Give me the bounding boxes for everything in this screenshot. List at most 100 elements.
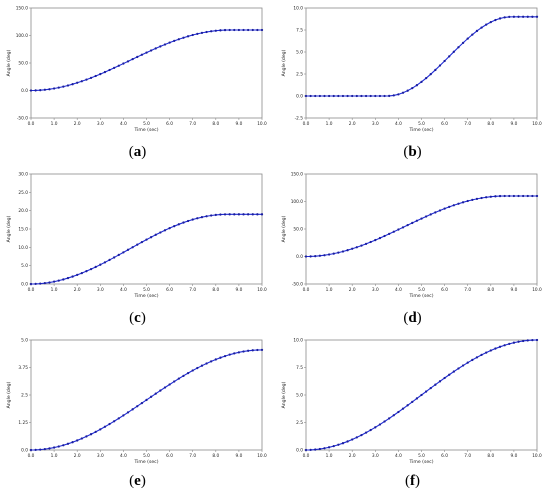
data-point-f: [512, 341, 516, 344]
data-point-e: [71, 441, 74, 444]
x-tick-label-f: 5.0: [418, 453, 425, 459]
data-point-b: [517, 15, 520, 18]
data-point-a: [186, 35, 190, 38]
data-point-b: [401, 91, 405, 94]
data-point-d: [374, 238, 377, 242]
data-point-d: [304, 255, 308, 258]
data-point-e: [29, 448, 33, 452]
data-point-f: [378, 423, 382, 426]
data-point-d: [434, 211, 437, 214]
data-point-e: [99, 428, 102, 431]
y-tick-label-c: 25.0: [18, 190, 28, 196]
data-point-a: [256, 28, 259, 32]
data-point-e: [242, 350, 245, 353]
x-tick-label-b: 9.0: [510, 121, 517, 127]
x-tick-label-c: 9.0: [235, 287, 242, 293]
data-point-d: [508, 194, 511, 198]
x-tick-label-c: 3.0: [97, 287, 104, 293]
data-point-b: [508, 15, 511, 19]
chart-panel-d: 0.0 1.0 2.0 3.0 4.0 5.0 6.0 7.0 8.0 9.0 10.0 -50.0 0…: [275, 166, 550, 331]
data-point-a: [205, 30, 208, 34]
data-point-f: [401, 407, 405, 410]
x-tick-label-b: 8.0: [487, 121, 494, 127]
x-tick-label-c: 10.0: [257, 287, 267, 293]
data-point-d: [461, 201, 465, 204]
data-point-c: [182, 221, 185, 224]
data-point-a: [131, 58, 134, 61]
data-point-b: [411, 87, 414, 90]
data-point-d: [341, 250, 345, 253]
data-point-f: [420, 393, 423, 397]
caption-e-letter: e: [134, 473, 141, 489]
data-point-a: [71, 83, 74, 86]
data-point-c: [103, 261, 107, 264]
data-point-d: [494, 195, 497, 198]
x-tick-label-a: 4.0: [120, 121, 127, 127]
data-point-c: [149, 236, 153, 239]
data-point-c: [237, 213, 241, 216]
y-tick-label-d: 50.0: [293, 227, 303, 233]
y-tick-label-c: 30.0: [18, 172, 28, 178]
data-point-d: [424, 215, 428, 218]
data-point-d: [526, 194, 529, 198]
y-axis-label-f: Angle (deg): [281, 381, 287, 408]
data-point-a: [219, 29, 222, 32]
data-point-f: [494, 347, 497, 350]
y-tick-label-e: 1.25: [18, 420, 28, 426]
data-point-d: [489, 195, 492, 198]
data-point-e: [237, 351, 241, 354]
data-point-a: [113, 66, 116, 70]
y-tick-label-f: 0.0: [296, 448, 303, 454]
data-point-e: [113, 420, 116, 423]
data-point-b: [443, 59, 446, 63]
data-point-c: [196, 217, 199, 220]
data-point-b: [512, 15, 516, 18]
y-tick-label-a: 100.0: [16, 33, 29, 39]
data-point-c: [186, 219, 190, 223]
data-point-a: [260, 28, 264, 32]
data-point-e: [103, 425, 107, 428]
data-point-e: [108, 422, 111, 426]
data-point-c: [29, 282, 33, 286]
data-point-c: [131, 246, 134, 249]
data-point-d: [448, 205, 451, 209]
y-tick-label-a: 0.0: [21, 88, 28, 94]
data-point-c: [200, 216, 204, 219]
x-tick-label-c: 1.0: [51, 287, 58, 293]
data-point-a: [145, 51, 148, 54]
data-point-f: [392, 414, 395, 417]
plot-area-c: [30, 173, 263, 285]
x-tick-label-f: 0.0: [303, 453, 310, 459]
data-point-f: [471, 358, 474, 362]
data-point-f: [480, 353, 483, 357]
x-axis-label-f: Time (sec): [408, 459, 433, 465]
x-axis-label-b: Time (sec): [408, 127, 433, 133]
data-point-d: [364, 242, 368, 245]
data-point-b: [521, 15, 525, 18]
data-point-b: [420, 80, 423, 83]
x-tick-label-d: 0.0: [303, 287, 310, 293]
x-tick-label-d: 5.0: [418, 287, 425, 293]
data-point-e: [223, 354, 227, 358]
data-point-a: [62, 85, 65, 88]
data-point-e: [66, 442, 70, 445]
data-point-a: [210, 30, 213, 33]
data-point-c: [214, 213, 217, 217]
data-point-f: [429, 386, 432, 390]
data-point-e: [191, 369, 194, 372]
data-point-a: [223, 28, 227, 32]
y-tick-label-c: 15.0: [18, 227, 28, 233]
data-point-c: [191, 218, 194, 221]
x-tick-label-c: 2.0: [74, 287, 81, 293]
x-tick-label-e: 0.0: [28, 453, 35, 459]
data-point-b: [374, 94, 377, 98]
data-point-f: [388, 417, 391, 420]
data-point-e: [57, 445, 60, 448]
data-point-e: [251, 349, 254, 352]
data-point-b: [485, 23, 488, 26]
x-tick-label-f: 9.0: [510, 453, 517, 459]
data-point-b: [383, 94, 386, 98]
data-point-a: [108, 68, 111, 72]
data-point-a: [251, 28, 254, 32]
data-point-f: [337, 443, 340, 446]
